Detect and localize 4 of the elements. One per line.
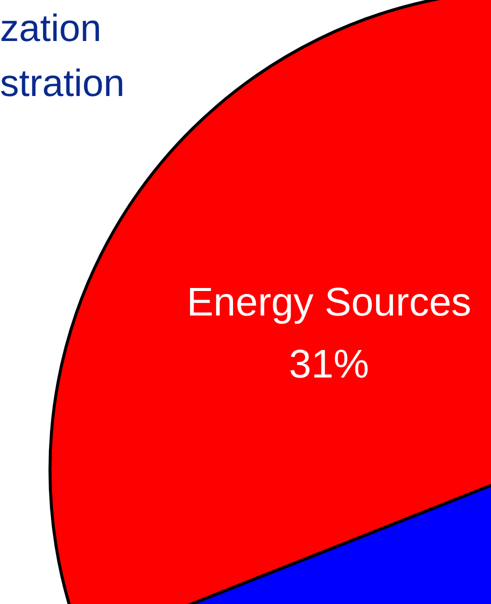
slice-label: Energy Sources — [186, 280, 472, 324]
text: stration — [0, 63, 125, 105]
data-label: 31% — [288, 342, 370, 386]
text: zation — [0, 8, 102, 50]
